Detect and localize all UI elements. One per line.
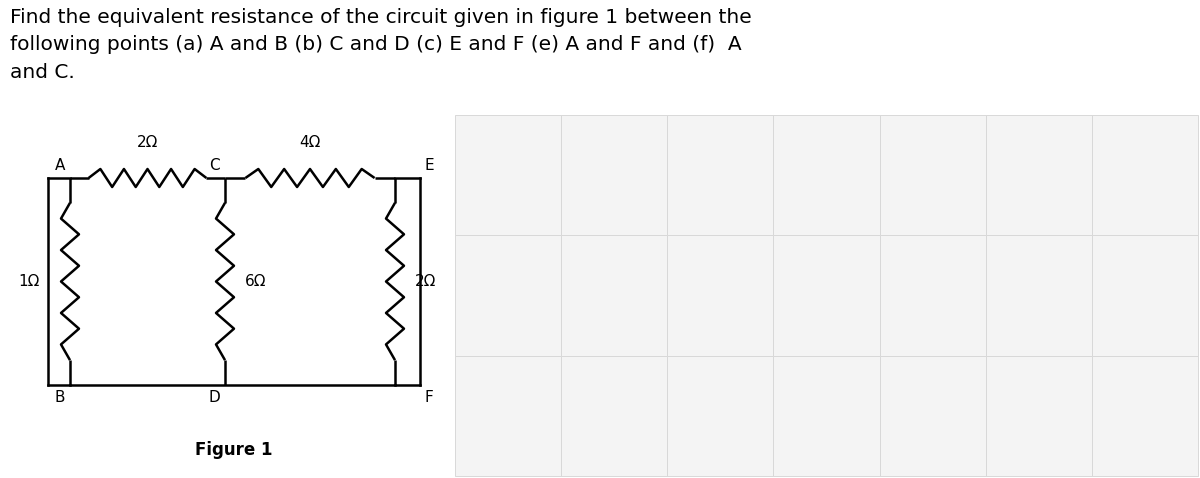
- Bar: [562, 235, 667, 356]
- Text: Find the equivalent resistance of the circuit given in figure 1 between the
foll: Find the equivalent resistance of the ci…: [10, 8, 751, 82]
- Text: F: F: [425, 390, 433, 405]
- Bar: [985, 115, 1092, 235]
- Text: Figure 1: Figure 1: [196, 441, 272, 459]
- Bar: [774, 356, 880, 476]
- Bar: [455, 115, 562, 235]
- Text: 4Ω: 4Ω: [299, 135, 320, 150]
- Bar: [774, 115, 880, 235]
- Bar: [667, 356, 774, 476]
- Bar: [985, 356, 1092, 476]
- Bar: [562, 356, 667, 476]
- Bar: [774, 235, 880, 356]
- Bar: [880, 356, 985, 476]
- Bar: [667, 235, 774, 356]
- Bar: [667, 115, 774, 235]
- Bar: [985, 235, 1092, 356]
- Text: D: D: [209, 390, 220, 405]
- Text: 2Ω: 2Ω: [415, 274, 437, 289]
- Bar: [1092, 235, 1198, 356]
- Text: C: C: [209, 158, 220, 173]
- Text: E: E: [425, 158, 434, 173]
- Text: 1Ω: 1Ω: [19, 274, 40, 289]
- Text: 2Ω: 2Ω: [137, 135, 158, 150]
- Bar: [880, 115, 985, 235]
- Bar: [1092, 115, 1198, 235]
- Text: 6Ω: 6Ω: [245, 274, 266, 289]
- Text: B: B: [54, 390, 65, 405]
- Bar: [562, 115, 667, 235]
- Bar: [1092, 356, 1198, 476]
- Bar: [455, 235, 562, 356]
- Text: A: A: [55, 158, 65, 173]
- Bar: [880, 235, 985, 356]
- Bar: [455, 356, 562, 476]
